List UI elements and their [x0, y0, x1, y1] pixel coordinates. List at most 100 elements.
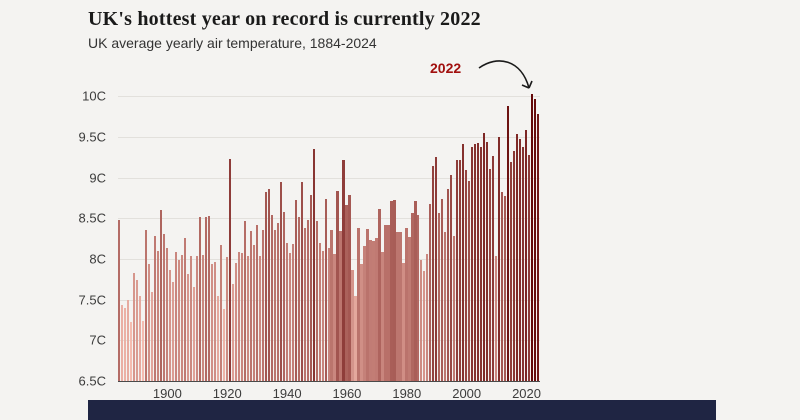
bar-2019 — [522, 146, 525, 381]
bar-2016 — [513, 151, 516, 381]
x-axis-label: 1920 — [212, 386, 242, 401]
bar-1896 — [153, 236, 157, 381]
bar-1943 — [294, 200, 297, 381]
bar-1956 — [333, 254, 336, 381]
bar-2020 — [525, 130, 528, 381]
bar-1914 — [207, 215, 210, 381]
y-axis-label: 9C — [89, 170, 106, 186]
bar-1957 — [336, 190, 339, 381]
y-axis-label: 7.5C — [78, 292, 106, 308]
bar-1926 — [243, 220, 246, 381]
bar-1885 — [120, 304, 124, 381]
bar-1955 — [330, 230, 333, 381]
bar-1965 — [360, 263, 363, 381]
y-axis-label: 9.5C — [78, 129, 106, 145]
bar-1940 — [285, 242, 288, 381]
bar-1905 — [180, 254, 184, 381]
bar-1930 — [255, 224, 258, 381]
bar-1917 — [216, 295, 219, 381]
x-axis-label: 1960 — [332, 386, 362, 401]
bar-1993 — [444, 232, 447, 381]
y-axis-label: 6.5C — [78, 373, 106, 389]
bar-1906 — [183, 237, 187, 381]
bar-1985 — [420, 259, 423, 381]
bar-1982 — [411, 212, 414, 381]
chart-title: UK's hottest year on record is currently… — [88, 8, 481, 30]
bar-2013 — [504, 196, 507, 381]
bar-1899 — [162, 233, 166, 381]
bar-1952 — [321, 250, 324, 381]
x-axis-label: 1980 — [392, 386, 422, 401]
bar-1987 — [426, 254, 429, 381]
bar-1994 — [447, 188, 450, 381]
bar-1974 — [387, 224, 390, 381]
bar-2006 — [483, 132, 486, 381]
bar-1888 — [129, 321, 133, 381]
bar-1986 — [423, 271, 426, 381]
bar-1889 — [132, 272, 136, 381]
bar-1966 — [363, 245, 366, 381]
bar-1901 — [168, 270, 172, 381]
bar-1970 — [375, 237, 378, 381]
bar-2002 — [471, 147, 474, 381]
bar-1909 — [192, 286, 196, 381]
bar-1954 — [327, 248, 330, 381]
annotation-arrow-icon — [478, 60, 533, 89]
bar-1995 — [450, 175, 453, 381]
chart-subtitle: UK average yearly air temperature, 1884-… — [88, 35, 377, 51]
y-axis-label: 7C — [89, 332, 106, 348]
bar-1947 — [306, 219, 309, 381]
bar-1884 — [118, 219, 121, 381]
bar-1928 — [249, 231, 252, 381]
bar-2000 — [465, 170, 468, 381]
bar-1992 — [441, 198, 444, 381]
bar-1948 — [309, 195, 312, 381]
x-axis-label: 2000 — [452, 386, 482, 401]
bar-1913 — [204, 217, 207, 381]
bar-1977 — [396, 232, 399, 381]
bar-2023 — [534, 98, 537, 381]
gridline-8.5C — [118, 218, 540, 220]
bar-1998 — [459, 160, 462, 381]
bar-series — [118, 88, 540, 381]
gridline-9.5C — [118, 136, 540, 138]
bar-1969 — [372, 241, 375, 381]
bar-2014 — [507, 105, 510, 381]
bar-1920 — [225, 257, 228, 381]
bar-1968 — [369, 240, 372, 381]
bar-1976 — [393, 200, 396, 381]
gridline-9C — [118, 177, 540, 179]
bar-1971 — [378, 209, 381, 381]
bar-1944 — [297, 216, 300, 381]
bar-1886 — [123, 307, 127, 381]
y-axis-label: 8C — [89, 251, 106, 267]
plot-area: 1900 1920 1940 1960 1980 2000 2020 — [118, 88, 541, 401]
bar-1904 — [177, 259, 181, 381]
bar-1951 — [318, 242, 321, 381]
bar-1989 — [432, 166, 435, 381]
gridline-6.5C — [118, 381, 540, 382]
bar-1931 — [258, 256, 261, 381]
bar-1894 — [147, 263, 151, 381]
bar-2005 — [480, 146, 483, 381]
bar-1916 — [213, 262, 216, 381]
bar-1903 — [174, 252, 178, 381]
bar-1988 — [429, 203, 432, 381]
bar-1921 — [228, 158, 231, 381]
bar-1938 — [279, 182, 282, 381]
bar-1902 — [171, 281, 175, 381]
bar-1999 — [462, 144, 465, 381]
bar-2021 — [528, 154, 531, 381]
bar-1961 — [348, 194, 351, 381]
bar-1892 — [141, 320, 145, 381]
bar-2018 — [519, 139, 522, 381]
bar-1972 — [381, 251, 384, 381]
bar-1996 — [453, 236, 456, 381]
bar-1915 — [210, 263, 213, 381]
bar-1933 — [264, 192, 267, 381]
bar-1975 — [390, 201, 393, 381]
bar-2022 — [531, 93, 534, 381]
bar-1927 — [246, 256, 249, 381]
x-axis-label: 2020 — [512, 386, 541, 401]
